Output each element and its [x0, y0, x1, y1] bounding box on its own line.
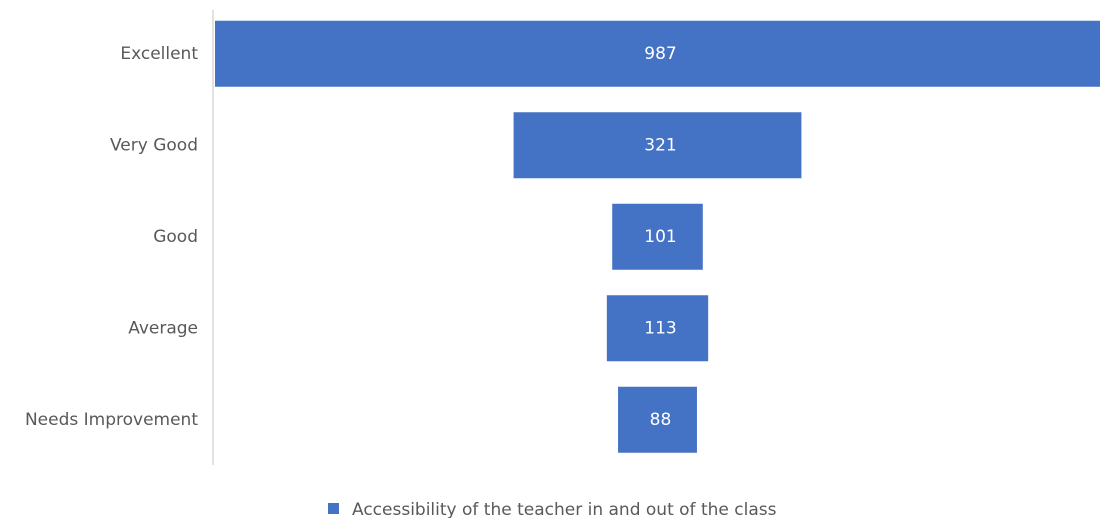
category-label: Excellent	[120, 44, 198, 64]
category-label: Needs Improvement	[25, 410, 198, 430]
data-label: 113	[644, 318, 676, 338]
category-label: Average	[128, 318, 198, 338]
category-label: Very Good	[110, 135, 198, 155]
category-label: Good	[153, 227, 198, 247]
funnel-bar	[612, 203, 703, 270]
data-label: 321	[644, 135, 676, 155]
data-label: 88	[650, 410, 672, 430]
funnel-bar	[513, 112, 802, 179]
funnel-bar	[618, 386, 697, 453]
funnel-bar	[215, 20, 1100, 87]
funnel-bar	[606, 295, 709, 362]
legend-swatch	[328, 503, 339, 514]
legend-label: Accessibility of the teacher in and out …	[352, 500, 777, 518]
data-label: 987	[644, 44, 676, 64]
data-label: 101	[644, 227, 676, 247]
